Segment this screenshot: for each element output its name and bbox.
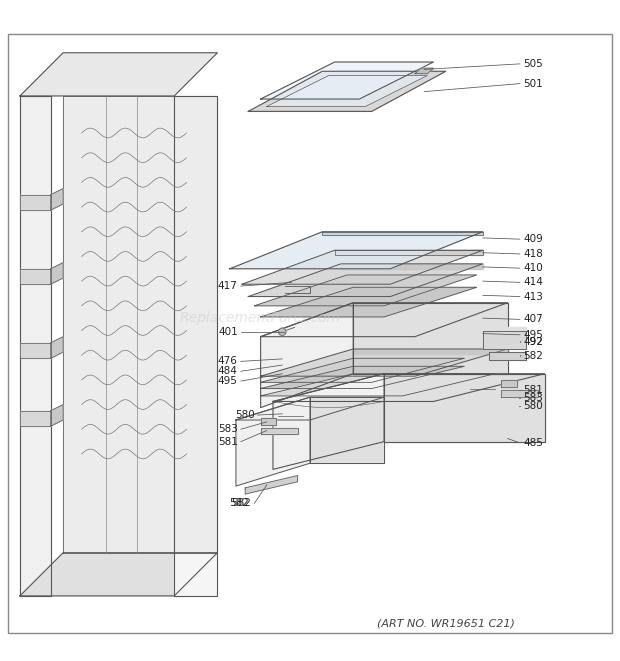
Polygon shape — [236, 397, 310, 486]
Polygon shape — [174, 96, 218, 596]
Polygon shape — [20, 53, 218, 96]
Text: 580: 580 — [235, 410, 254, 420]
Polygon shape — [502, 380, 516, 387]
Text: 401: 401 — [218, 327, 238, 336]
Polygon shape — [248, 71, 446, 112]
Polygon shape — [20, 410, 51, 426]
Polygon shape — [415, 68, 433, 74]
Text: 409: 409 — [523, 234, 542, 244]
Polygon shape — [254, 275, 477, 306]
Text: 581: 581 — [218, 437, 238, 447]
Polygon shape — [51, 188, 63, 210]
Text: 492: 492 — [523, 337, 543, 347]
Text: ReplacementParts.com: ReplacementParts.com — [180, 311, 341, 325]
Text: 581: 581 — [523, 385, 543, 395]
Polygon shape — [51, 405, 63, 426]
Circle shape — [278, 328, 286, 335]
Polygon shape — [502, 391, 538, 397]
Polygon shape — [260, 303, 353, 408]
Text: 583: 583 — [523, 393, 543, 403]
Polygon shape — [20, 269, 51, 284]
Text: 582: 582 — [229, 498, 249, 508]
Polygon shape — [489, 352, 526, 360]
Polygon shape — [63, 96, 218, 553]
Polygon shape — [260, 418, 276, 425]
Polygon shape — [335, 251, 483, 255]
Polygon shape — [322, 232, 483, 235]
Polygon shape — [51, 336, 63, 358]
Polygon shape — [260, 288, 477, 317]
Polygon shape — [341, 264, 483, 269]
Polygon shape — [273, 373, 544, 401]
Text: 582: 582 — [231, 498, 251, 508]
Polygon shape — [248, 264, 483, 297]
Text: 492: 492 — [523, 337, 543, 347]
Polygon shape — [260, 349, 508, 376]
Polygon shape — [260, 358, 464, 382]
Polygon shape — [353, 303, 508, 373]
Text: 495: 495 — [218, 376, 238, 386]
Text: 582: 582 — [523, 352, 543, 362]
Polygon shape — [245, 475, 298, 494]
Text: 485: 485 — [523, 438, 543, 448]
Polygon shape — [483, 327, 526, 330]
Text: 413: 413 — [523, 292, 543, 301]
Polygon shape — [260, 373, 495, 396]
Text: 414: 414 — [523, 278, 543, 288]
Polygon shape — [483, 330, 526, 349]
Polygon shape — [20, 195, 51, 210]
Polygon shape — [20, 343, 51, 358]
Text: 484: 484 — [218, 366, 238, 376]
Text: 407: 407 — [523, 315, 542, 325]
Polygon shape — [353, 349, 508, 354]
Text: 501: 501 — [523, 79, 542, 89]
Text: 476: 476 — [218, 356, 238, 366]
Polygon shape — [384, 373, 544, 442]
Polygon shape — [273, 373, 384, 469]
Polygon shape — [267, 75, 427, 106]
Text: 583: 583 — [218, 424, 238, 434]
Polygon shape — [20, 553, 218, 596]
Text: 580: 580 — [523, 401, 542, 411]
Polygon shape — [260, 428, 298, 434]
Polygon shape — [20, 96, 51, 596]
Polygon shape — [260, 303, 508, 336]
Text: 417: 417 — [218, 281, 238, 291]
Text: (ART NO. WR19651 C21): (ART NO. WR19651 C21) — [377, 619, 515, 629]
Text: 418: 418 — [523, 249, 543, 259]
Polygon shape — [51, 262, 63, 284]
Polygon shape — [242, 251, 483, 284]
Polygon shape — [260, 366, 464, 389]
Text: 505: 505 — [523, 59, 542, 69]
Polygon shape — [236, 397, 384, 420]
Polygon shape — [260, 62, 433, 99]
Polygon shape — [230, 232, 483, 269]
Text: 410: 410 — [523, 263, 542, 273]
Polygon shape — [310, 397, 384, 463]
Text: 495: 495 — [523, 330, 543, 340]
